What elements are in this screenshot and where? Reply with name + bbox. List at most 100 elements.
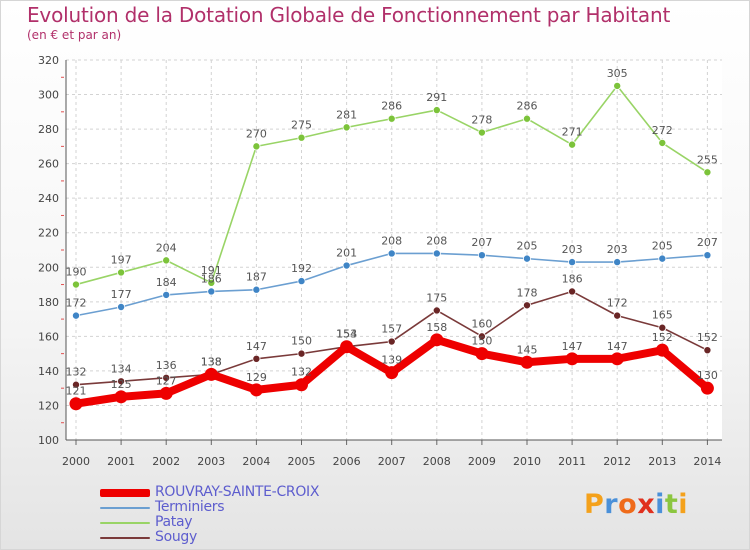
data-point-patay[interactable] [477,128,486,137]
data-point-rouvray-sainte-croix[interactable] [610,352,624,366]
y-tick-label: 220 [38,227,59,240]
data-point-rouvray-sainte-croix[interactable] [655,343,669,357]
data-label-patay: 204 [156,241,177,254]
data-label-terminiers: 207 [697,236,718,249]
legend-item[interactable]: Patay [100,514,400,530]
data-point-sougy[interactable] [568,287,577,296]
data-point-rouvray-sainte-croix[interactable] [475,347,489,361]
data-point-patay[interactable] [613,81,622,90]
data-label-patay: 191 [201,264,222,277]
data-label-sougy: 138 [201,355,222,368]
data-label-patay: 275 [291,119,312,132]
data-point-sougy[interactable] [613,311,622,320]
data-point-sougy[interactable] [432,306,441,315]
data-label-patay: 278 [471,114,492,127]
data-point-patay[interactable] [568,140,577,149]
data-point-rouvray-sainte-croix[interactable] [114,390,128,404]
data-point-terminiers[interactable] [207,287,216,296]
data-point-terminiers[interactable] [523,254,532,263]
data-point-sougy[interactable] [297,349,306,358]
data-point-patay[interactable] [162,256,171,265]
data-point-patay[interactable] [387,114,396,123]
data-point-rouvray-sainte-croix[interactable] [385,366,399,380]
data-point-terminiers[interactable] [252,285,261,294]
x-tick-label: 2007 [378,455,406,468]
data-label-patay: 281 [336,108,357,121]
data-point-patay[interactable] [342,123,351,132]
data-point-rouvray-sainte-croix[interactable] [295,378,308,392]
legend-label: Terminiers [155,499,225,515]
data-label-patay: 272 [652,124,673,137]
x-tick-label: 2006 [333,455,361,468]
data-label-patay: 270 [246,127,267,140]
x-tick-label: 2004 [242,455,270,468]
data-point-sougy[interactable] [703,346,712,355]
data-point-patay[interactable] [703,168,712,177]
data-label-sougy: 134 [111,362,132,375]
data-point-terminiers[interactable] [658,254,667,263]
data-point-rouvray-sainte-croix[interactable] [430,333,444,347]
data-point-rouvray-sainte-croix[interactable] [565,352,579,366]
data-point-patay[interactable] [297,133,306,142]
data-point-terminiers[interactable] [703,251,712,260]
data-label-terminiers: 201 [336,247,357,260]
data-point-terminiers[interactable] [387,249,396,258]
legend-item[interactable]: Terminiers [100,499,400,515]
data-point-rouvray-sainte-croix[interactable] [700,381,714,395]
data-point-sougy[interactable] [658,323,667,332]
data-point-sougy[interactable] [162,373,171,382]
y-tick-label: 200 [38,261,59,274]
data-point-rouvray-sainte-croix[interactable] [249,383,263,397]
data-point-terminiers[interactable] [162,290,171,299]
data-label-patay: 197 [111,253,132,266]
data-point-terminiers[interactable] [613,258,622,267]
data-point-patay[interactable] [117,268,126,277]
data-point-rouvray-sainte-croix[interactable] [69,397,83,411]
legend-item[interactable]: ROUVRAY-SAINTE-CROIX [100,484,400,500]
legend-item[interactable]: Sougy [100,529,400,545]
data-point-rouvray-sainte-croix[interactable] [204,367,218,381]
data-point-patay[interactable] [252,142,261,151]
data-point-patay[interactable] [658,138,667,147]
legend-swatch [100,489,150,497]
data-point-terminiers[interactable] [432,249,441,258]
data-point-terminiers[interactable] [342,261,351,270]
data-point-terminiers[interactable] [477,251,486,260]
data-label-sougy: 160 [471,317,492,330]
data-point-patay[interactable] [523,114,532,123]
data-point-rouvray-sainte-croix[interactable] [159,386,173,400]
x-tick-label: 2010 [513,455,541,468]
data-label-sougy: 186 [562,272,583,285]
data-point-terminiers[interactable] [72,311,81,320]
data-label-terminiers: 192 [291,262,312,275]
x-tick-label: 2001 [107,455,135,468]
data-point-sougy[interactable] [477,332,486,341]
data-label-rouvray-sainte-croix: 127 [156,374,177,387]
data-point-rouvray-sainte-croix[interactable] [520,355,534,369]
data-point-patay[interactable] [207,278,216,287]
data-label-patay: 255 [697,153,718,166]
data-label-rouvray-sainte-croix: 147 [607,340,628,353]
data-point-sougy[interactable] [252,354,261,363]
data-point-patay[interactable] [72,280,81,289]
data-label-patay: 305 [607,67,628,80]
data-point-terminiers[interactable] [297,277,306,286]
data-label-rouvray-sainte-croix: 129 [246,371,267,384]
data-point-sougy[interactable] [523,301,532,310]
y-tick-label: 260 [38,158,59,171]
data-point-patay[interactable] [432,106,441,115]
data-label-terminiers: 186 [201,272,222,285]
data-point-sougy[interactable] [117,377,126,386]
data-point-rouvray-sainte-croix[interactable] [340,340,354,354]
y-tick-label: 320 [38,54,59,67]
data-point-terminiers[interactable] [117,302,126,311]
proxiti-logo: Proxiti [584,489,688,520]
x-tick-label: 2012 [603,455,631,468]
data-point-sougy[interactable] [387,337,396,346]
logo-letter: i [655,489,665,520]
data-label-terminiers: 177 [111,288,132,301]
data-point-sougy[interactable] [72,380,81,389]
data-point-terminiers[interactable] [568,258,577,267]
data-label-terminiers: 184 [156,276,177,289]
data-label-patay: 190 [66,266,87,279]
